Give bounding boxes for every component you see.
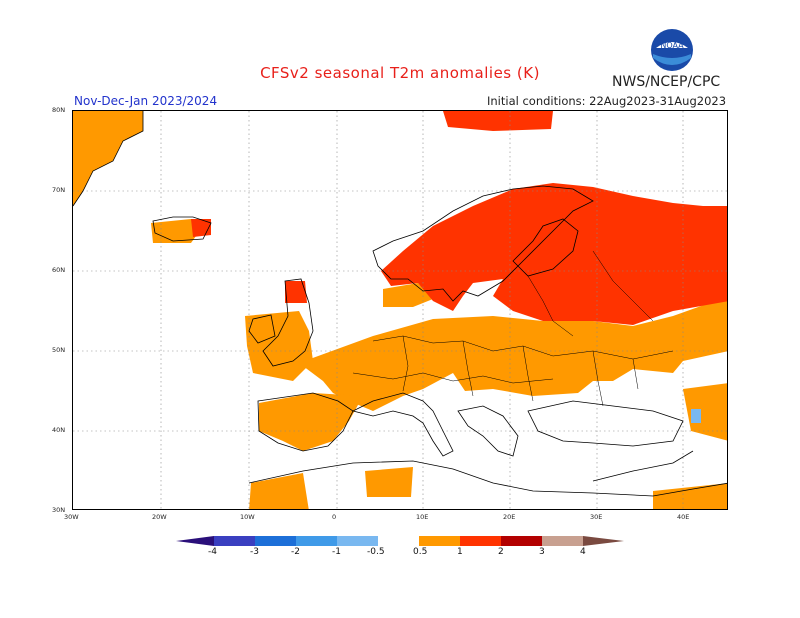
legend-swatch-3-4 bbox=[542, 536, 583, 546]
legend-swatch-1-2 bbox=[460, 536, 501, 546]
lon-label-0: 0 bbox=[332, 513, 337, 521]
legend-swatch-neutral bbox=[378, 536, 419, 546]
legend-swatch-4-3 bbox=[214, 536, 255, 546]
legend-swatch-2-1 bbox=[296, 536, 337, 546]
legend-swatch-2-3 bbox=[501, 536, 542, 546]
svg-text:NOAA: NOAA bbox=[660, 41, 684, 50]
lon-label-20w: 20W bbox=[152, 513, 167, 521]
lon-label-30w: 30W bbox=[64, 513, 79, 521]
country-borders bbox=[352, 250, 674, 407]
anomaly-region-red bbox=[191, 111, 727, 325]
legend-colorbar bbox=[176, 536, 624, 546]
anomaly-region-lightblue bbox=[691, 409, 701, 423]
lat-label-30n: 30N bbox=[52, 506, 66, 514]
initial-conditions: Initial conditions: 22Aug2023-31Aug2023 bbox=[487, 94, 727, 108]
lat-label-80n: 80N bbox=[52, 106, 66, 114]
legend-swatch-1-05 bbox=[337, 536, 378, 546]
legend-label: 3 bbox=[539, 547, 545, 557]
legend-label: -1 bbox=[332, 547, 341, 557]
map-title: CFSv2 seasonal T2m anomalies (K) bbox=[260, 64, 540, 82]
map-canvas bbox=[73, 111, 727, 509]
legend-swatch-05-1 bbox=[419, 536, 460, 546]
legend-label: -4 bbox=[208, 547, 217, 557]
legend-label: 4 bbox=[580, 547, 586, 557]
coastlines bbox=[73, 111, 727, 497]
lon-label-10w: 10W bbox=[240, 513, 255, 521]
lon-label-20e: 20E bbox=[503, 513, 516, 521]
legend-label: 1 bbox=[457, 547, 463, 557]
graticule bbox=[73, 111, 727, 509]
legend-swatch-3-2 bbox=[255, 536, 296, 546]
legend-label: -0.5 bbox=[367, 547, 385, 557]
noaa-logo: NOAA bbox=[651, 29, 693, 71]
lat-label-60n: 60N bbox=[52, 266, 66, 274]
lon-label-30e: 30E bbox=[590, 513, 603, 521]
anomaly-map bbox=[72, 110, 728, 510]
lon-label-10e: 10E bbox=[416, 513, 429, 521]
forecast-period: Nov-Dec-Jan 2023/2024 bbox=[74, 94, 218, 108]
legend-swatch-below-4 bbox=[176, 536, 214, 546]
legend-label: 2 bbox=[498, 547, 504, 557]
legend-label: -3 bbox=[250, 547, 259, 557]
lat-label-40n: 40N bbox=[52, 426, 66, 434]
legend-swatch-above-4 bbox=[583, 536, 624, 546]
legend-label: -2 bbox=[291, 547, 300, 557]
lon-label-40e: 40E bbox=[677, 513, 690, 521]
legend-label: 0.5 bbox=[413, 547, 428, 557]
lat-label-50n: 50N bbox=[52, 346, 66, 354]
agency-label: NWS/NCEP/CPC bbox=[612, 74, 721, 90]
lat-label-70n: 70N bbox=[52, 186, 66, 194]
